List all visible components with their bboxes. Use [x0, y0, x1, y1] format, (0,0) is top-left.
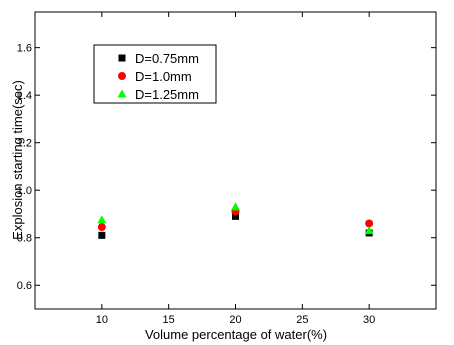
y-axis: 0.6 0.8 1.0 1.2 1.4 1.6 — [17, 43, 436, 292]
x-tick-label: 15 — [163, 314, 175, 326]
x-axis-title: Volume percentage of water(%) — [145, 327, 327, 342]
legend-marker — [118, 72, 126, 80]
y-tick-label: 1.0 — [17, 185, 32, 197]
data-point — [231, 202, 240, 211]
legend-marker — [117, 89, 127, 98]
y-tick-label: 1.2 — [17, 138, 32, 150]
data-point — [97, 215, 107, 224]
y-tick-label: 1.6 — [17, 43, 32, 55]
y-tick-label: 1.4 — [17, 90, 32, 102]
y-tick-label: 0.8 — [17, 233, 32, 245]
x-tick-label: 25 — [296, 314, 308, 326]
legend-box — [93, 44, 217, 104]
data-points — [97, 202, 374, 239]
legend-marker — [118, 54, 126, 62]
legend-label: D=1.25mm — [135, 87, 199, 102]
x-tick-label: 20 — [229, 314, 241, 326]
y-axis-title: Explosion starting time(sec) — [10, 80, 25, 240]
legend-label: D=1.0mm — [135, 69, 192, 84]
data-point — [364, 226, 374, 235]
data-point — [365, 219, 374, 228]
data-point — [98, 231, 106, 239]
legend-label: D=0.75mm — [135, 51, 199, 66]
data-point — [97, 223, 106, 232]
data-point — [232, 212, 239, 220]
y-tick-label: 0.6 — [17, 280, 32, 292]
legend: D=0.75mm D=1.0mm D=1.25mm — [117, 51, 199, 102]
x-tick-label: 30 — [363, 314, 375, 326]
x-axis: 10 15 20 25 30 — [96, 12, 375, 326]
x-tick-label: 10 — [96, 314, 108, 326]
